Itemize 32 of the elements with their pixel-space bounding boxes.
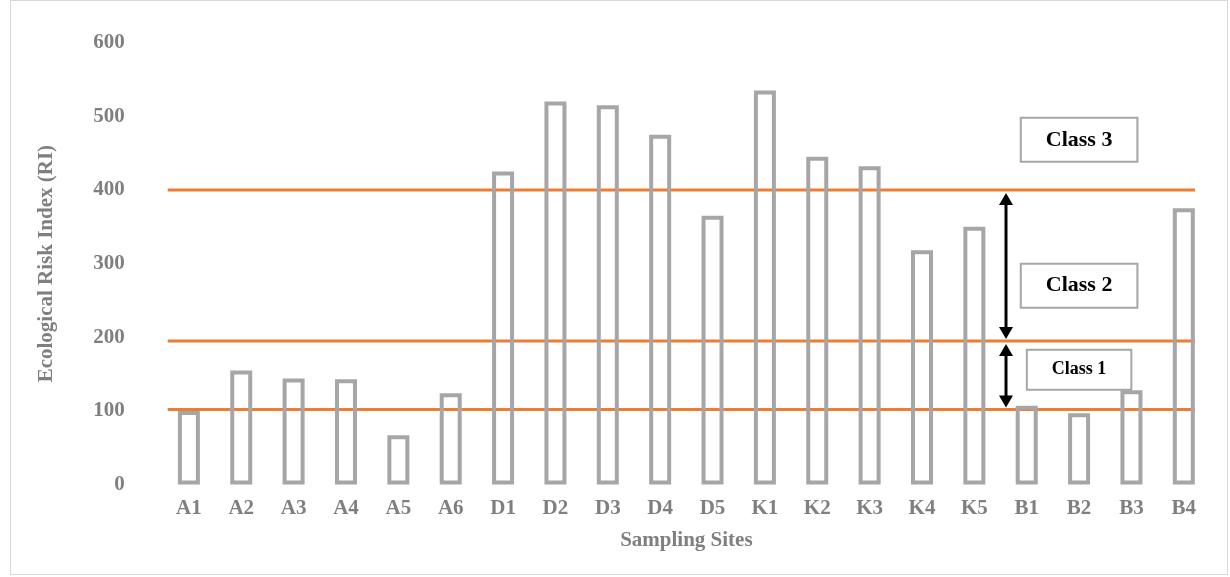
x-tick-label: A4 [333, 494, 360, 519]
x-tick-label: B1 [1014, 494, 1039, 519]
x-tick-label: D3 [594, 494, 621, 519]
x-tick-label: A2 [228, 494, 255, 519]
y-tick-label: 400 [93, 176, 125, 201]
x-tick-label: K1 [751, 494, 779, 519]
x-tick-label: D2 [542, 494, 569, 519]
x-tick-label: A3 [280, 494, 307, 519]
x-tick-label: A6 [437, 494, 464, 519]
x-tick-label: D4 [647, 494, 674, 519]
annotation: Class 2 [1045, 271, 1113, 297]
annotation: Class 3 [1045, 125, 1113, 151]
y-tick-label: 100 [93, 397, 125, 422]
annotation: Class 1 [1051, 358, 1107, 379]
x-tick-label: A5 [385, 494, 412, 519]
y-axis-title: Ecological Risk Index (RI) [33, 144, 58, 383]
x-axis-title: Sampling Sites [620, 526, 753, 551]
y-tick-label: 0 [114, 471, 125, 496]
y-tick-label: 200 [93, 323, 125, 348]
y-tick-label: 500 [93, 102, 125, 127]
x-tick-label: K3 [856, 494, 884, 519]
x-tick-label: K2 [803, 494, 831, 519]
x-tick-label: B3 [1119, 494, 1144, 519]
x-tick-label: D5 [699, 494, 726, 519]
x-tick-label: B4 [1171, 494, 1197, 519]
x-tick-label: B2 [1066, 494, 1092, 519]
x-tick-label: K4 [908, 494, 936, 519]
x-tick-label: K5 [960, 494, 988, 519]
y-tick-label: 600 [93, 29, 125, 54]
y-tick-label: 300 [93, 250, 125, 275]
x-tick-label: D1 [490, 494, 516, 519]
x-tick-label: A1 [176, 494, 202, 519]
